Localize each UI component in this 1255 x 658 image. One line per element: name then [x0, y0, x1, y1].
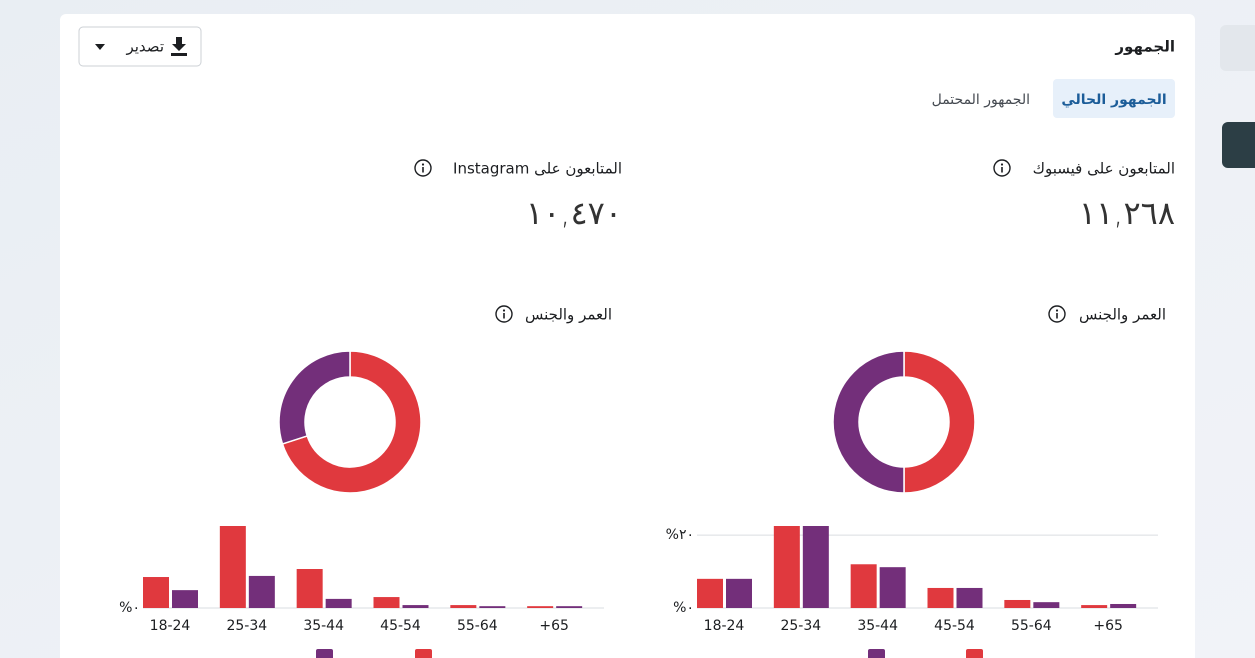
donut-segment [281, 350, 422, 494]
button-label[interactable]: تصدير [125, 38, 164, 56]
caret-icon [95, 44, 105, 50]
y-tick-label: %٢٠ [666, 527, 694, 543]
followers-label: المتابعون على Instagram [453, 160, 622, 178]
bar [219, 526, 246, 608]
x-tick-label: 25-34 [226, 618, 267, 634]
card-title: الجمهور [1114, 38, 1175, 56]
bar [402, 605, 429, 608]
bar [927, 587, 954, 608]
legend-swatch [966, 649, 983, 658]
bar [450, 605, 477, 608]
bar [802, 526, 829, 608]
x-tick-label: +65 [1093, 618, 1123, 634]
info-icon [495, 305, 513, 323]
y-tick-label: %٠ [119, 600, 140, 616]
side-button[interactable] [1220, 25, 1255, 71]
x-tick-label: 18-24 [704, 618, 745, 634]
download-icon [171, 37, 187, 56]
bar [143, 577, 169, 608]
followers-count: ١٠,٤٧٠ [526, 194, 622, 232]
x-tick-label: 18-24 [150, 618, 191, 634]
bar [1081, 605, 1108, 608]
x-tick-label: +65 [539, 618, 569, 634]
info-dot [1055, 309, 1059, 312]
tab-active[interactable] [1053, 79, 1175, 118]
bar [956, 587, 983, 608]
side-button[interactable] [1222, 122, 1255, 168]
info-dot [421, 163, 425, 166]
legend-swatch [868, 649, 885, 658]
x-tick-label: 45-54 [380, 618, 421, 634]
donut-segment [832, 350, 905, 494]
info-dot [502, 309, 506, 312]
button-frame[interactable] [78, 26, 202, 67]
bar [697, 578, 723, 608]
bar [479, 606, 506, 608]
x-tick-label: 35-44 [303, 618, 344, 634]
tab[interactable]: الجمهور الحالي [1061, 92, 1166, 108]
info-dot [1000, 163, 1004, 166]
bar [850, 564, 877, 608]
legend-swatch [316, 649, 333, 658]
y-tick-label: %٠ [673, 600, 694, 616]
card [60, 14, 1195, 658]
donut-segment [278, 350, 351, 445]
x-tick-label: 25-34 [780, 618, 821, 634]
bar [172, 590, 198, 608]
x-tick-label: 35-44 [857, 618, 898, 634]
bar [1004, 599, 1031, 608]
bar [527, 606, 554, 608]
x-tick-label: 55-64 [457, 618, 498, 634]
bar [325, 598, 352, 608]
section-title: العمر والجنس [525, 306, 612, 324]
bar [1110, 603, 1137, 608]
x-tick-label: 55-64 [1011, 618, 1052, 634]
legend-swatch [415, 649, 432, 658]
info-icon [414, 159, 432, 177]
bar [296, 569, 323, 608]
bar [879, 567, 906, 608]
export-button[interactable]: تصدير [78, 26, 202, 67]
followers-count: ١١,٢٦٨ [1079, 194, 1175, 232]
bar [773, 526, 800, 608]
bar [248, 575, 275, 608]
section-title: العمر والجنس [1079, 306, 1166, 324]
tab[interactable]: الجمهور المحتمل [932, 92, 1030, 108]
x-tick-label: 45-54 [934, 618, 975, 634]
bar [726, 578, 752, 608]
info-icon [993, 159, 1011, 177]
bar [556, 606, 583, 608]
bar [1033, 602, 1060, 608]
followers-label: المتابعون على فيسبوك [1033, 160, 1175, 178]
donut-segment [903, 350, 976, 494]
info-icon [1048, 305, 1066, 323]
bar [373, 597, 400, 608]
